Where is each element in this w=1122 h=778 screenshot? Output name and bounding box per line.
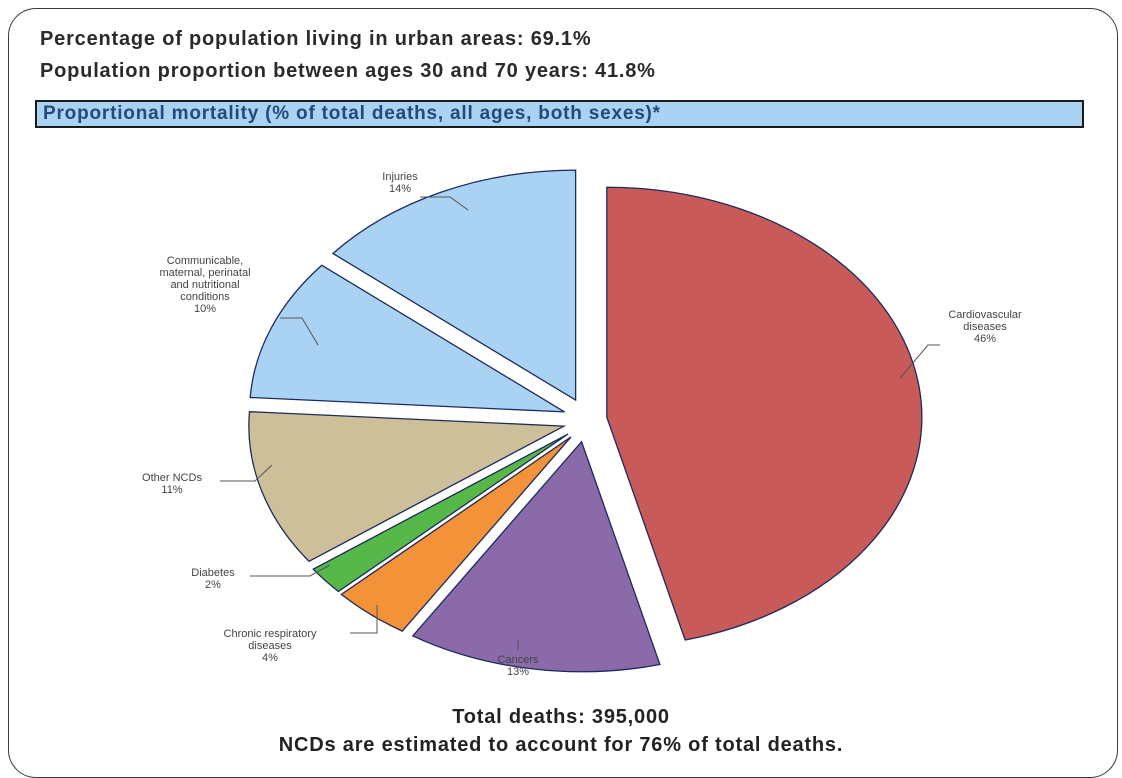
leader-line-6 <box>420 196 469 211</box>
leader-line-5 <box>280 317 319 346</box>
leader-line-0 <box>899 344 940 379</box>
pie-slice-2 <box>340 436 572 632</box>
ncd-note: NCDs are estimated to account for 76% of… <box>278 734 844 756</box>
slice-label-3: Diabetes 2% <box>191 567 235 591</box>
age-proportion-stat: Population proportion between ages 30 an… <box>40 60 656 82</box>
leader-line-3 <box>250 564 331 577</box>
pie-slice-5 <box>249 264 565 413</box>
slice-label-0: Cardiovascular diseases 46% <box>948 309 1022 345</box>
slice-label-4: Other NCDs 11% <box>142 472 202 496</box>
slice-label-2: Chronic respiratory diseases 4% <box>224 628 317 664</box>
leader-line-4 <box>220 464 273 482</box>
pie-slice-6 <box>331 169 577 402</box>
total-deaths: Total deaths: 395,000 <box>452 706 670 728</box>
pie-slice-0 <box>606 186 923 641</box>
pie-slice-4 <box>248 411 567 563</box>
slice-label-1: Cancers 13% <box>498 654 539 678</box>
slice-label-6: Injuries 14% <box>382 171 418 195</box>
urban-population-stat: Percentage of population living in urban… <box>40 28 592 50</box>
chart-title: Proportional mortality (% of total death… <box>35 100 1084 128</box>
pie-slice-1 <box>411 440 661 673</box>
slice-label-5: Communicable, maternal, perinatal and nutr… <box>159 255 250 315</box>
pie-slice-3 <box>312 433 569 593</box>
leader-line-2 <box>350 605 378 634</box>
